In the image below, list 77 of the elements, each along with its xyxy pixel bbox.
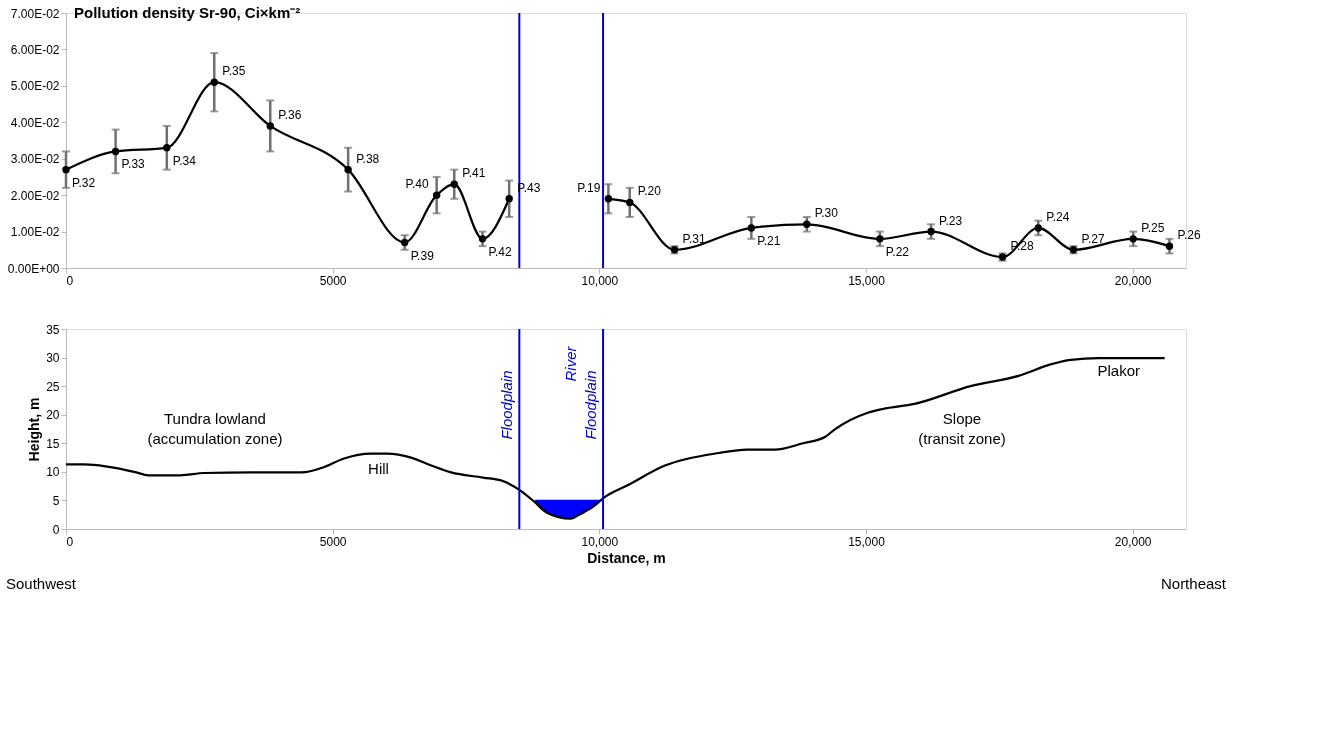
annotation: P.21 xyxy=(757,233,781,248)
x-axis-title: Distance, m xyxy=(587,549,666,566)
annotation: Slope (transit zone) xyxy=(918,410,1006,447)
annotation: Plakor xyxy=(1097,362,1141,379)
ref-line-label: Floodplain xyxy=(582,370,600,440)
annotation: P.40 xyxy=(405,177,429,192)
y-tick-label: 5 xyxy=(52,493,60,508)
point xyxy=(747,224,756,232)
annotation: P.39 xyxy=(410,248,435,263)
x-tick-label: 0 xyxy=(66,273,74,288)
point xyxy=(1129,235,1137,243)
annotation: P.31 xyxy=(682,231,706,246)
x-tick-label: 0 xyxy=(66,534,74,549)
point xyxy=(505,195,513,203)
annotation: P.30 xyxy=(814,206,839,221)
y-tick-label: 3.00E-02 xyxy=(10,152,60,167)
point xyxy=(266,122,274,130)
annotation: P.22 xyxy=(885,244,910,259)
annotation: P.27 xyxy=(1081,231,1105,246)
annotation: P.26 xyxy=(1177,228,1201,243)
annotation: P.35 xyxy=(222,64,246,79)
annotation: P.32 xyxy=(72,175,96,190)
annotation: P.38 xyxy=(356,151,380,166)
annotation: P.33 xyxy=(121,157,146,172)
point xyxy=(432,191,441,199)
y-tick-label: 5.00E-02 xyxy=(10,79,60,94)
y-tick-label: 4.00E-02 xyxy=(10,115,60,130)
point xyxy=(604,195,613,203)
annotation: P.25 xyxy=(1141,220,1165,235)
annotation: P.41 xyxy=(462,166,486,181)
y-tick-label: 15 xyxy=(46,436,60,451)
point xyxy=(1034,224,1042,232)
annotation: P.19 xyxy=(577,180,601,195)
y-tick-label: 1.00E-02 xyxy=(10,225,60,240)
annotation: P.24 xyxy=(1046,209,1070,224)
y-tick-label: 2.00E-02 xyxy=(10,188,60,203)
annotation: Tundra lowland (accumulation zone) xyxy=(147,410,283,447)
text: Southwest xyxy=(6,575,77,592)
point xyxy=(803,220,811,228)
point xyxy=(450,180,458,188)
y-tick-label: 0.00E+00 xyxy=(7,261,60,276)
x-tick-label: 20,000 xyxy=(1114,273,1152,288)
y-tick-label: 6.00E-02 xyxy=(10,42,60,57)
chart-title: Pollution density Sr-90, Ci×km⁻² xyxy=(74,4,301,21)
x-tick-label: 15,000 xyxy=(848,534,886,549)
x-tick-label: 10,000 xyxy=(581,534,619,549)
x-tick-label: 20,000 xyxy=(1114,534,1152,549)
y-tick-label: 10 xyxy=(46,465,60,480)
point xyxy=(210,78,218,86)
x-tick-label: 15,000 xyxy=(848,273,886,288)
point xyxy=(478,235,487,243)
annotation: P.20 xyxy=(637,184,662,199)
annotation: P.34 xyxy=(172,153,197,168)
annotation: P.23 xyxy=(939,213,963,228)
text: Northeast xyxy=(1160,575,1227,592)
y-tick-label: 25 xyxy=(46,379,60,394)
point xyxy=(626,198,634,207)
y-tick-label: 20 xyxy=(46,408,60,423)
ref-line-label: Floodplain xyxy=(498,370,516,440)
annotation: P.36 xyxy=(278,107,302,122)
point xyxy=(876,235,884,243)
y-tick-label: 30 xyxy=(46,351,60,366)
text: River xyxy=(561,345,579,382)
point xyxy=(1165,242,1174,250)
point xyxy=(62,165,70,174)
x-tick-label: 10,000 xyxy=(581,273,619,288)
y-axis-title: Height, m xyxy=(26,397,43,462)
point xyxy=(111,147,120,156)
y-tick-label: 0 xyxy=(52,522,60,537)
annotation: P.42 xyxy=(488,244,512,259)
y-tick-label: 35 xyxy=(46,322,60,337)
y-tick-label: 7.00E-02 xyxy=(10,6,60,21)
point xyxy=(163,144,171,152)
x-tick-label: 5000 xyxy=(319,534,347,549)
x-tick-label: 5000 xyxy=(319,273,347,288)
annotation: Hill xyxy=(368,460,389,477)
point xyxy=(344,165,352,174)
